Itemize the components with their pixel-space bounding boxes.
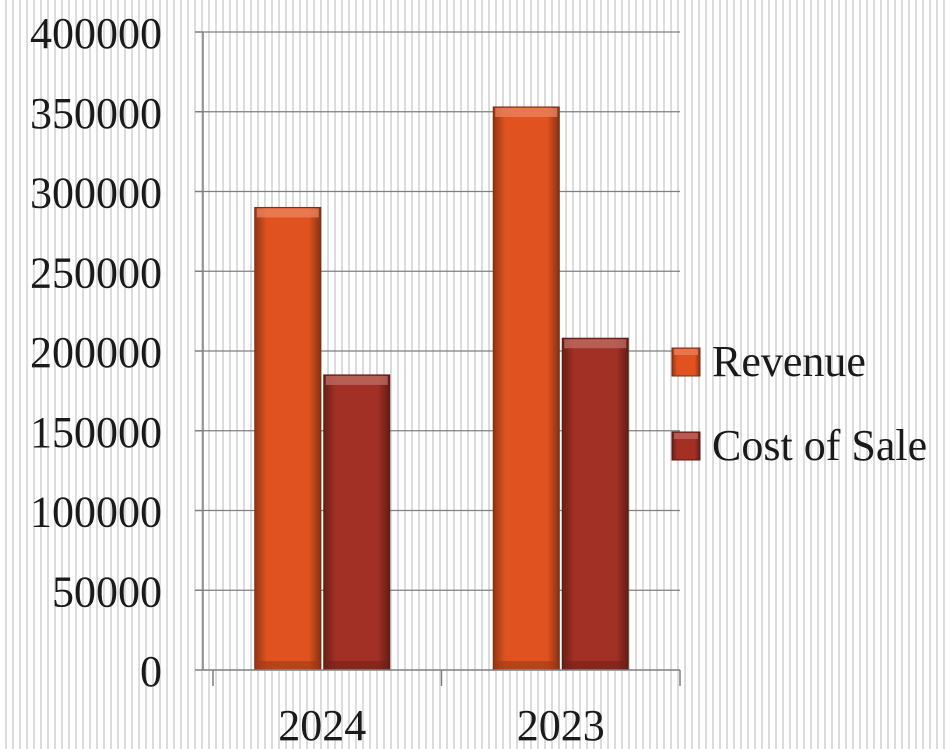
legend-label: Cost of Sale xyxy=(712,421,927,470)
legend-item: Revenue xyxy=(671,337,866,386)
axes: 0 50000 100000 150000 200000 250000 300000 3500… xyxy=(30,9,681,749)
bar-revenue-2024 xyxy=(254,206,322,671)
legend-item: Cost of Sale xyxy=(671,421,927,470)
y-tick-label: 300000 xyxy=(30,169,162,218)
y-tick-label: 100000 xyxy=(30,488,162,537)
legend: Revenue Cost of Sale xyxy=(671,337,927,470)
y-tick-label: 0 xyxy=(140,647,162,696)
bars xyxy=(254,106,629,671)
bar-cost-of-sale-2023 xyxy=(561,337,629,671)
bar-cost-of-sale-2024 xyxy=(323,374,391,671)
x-tick-label: 2023 xyxy=(517,701,605,744)
y-tick-label: 400000 xyxy=(30,9,162,58)
x-tick-label: 2024 xyxy=(278,701,366,744)
y-tick-label: 50000 xyxy=(52,567,162,616)
y-tick-label: 250000 xyxy=(30,248,162,297)
y-tick-label: 350000 xyxy=(30,89,162,138)
y-tick-label: 150000 xyxy=(30,408,162,457)
bar-revenue-2023 xyxy=(492,106,560,671)
y-tick-label: 200000 xyxy=(30,328,162,377)
legend-label: Revenue xyxy=(712,337,866,386)
